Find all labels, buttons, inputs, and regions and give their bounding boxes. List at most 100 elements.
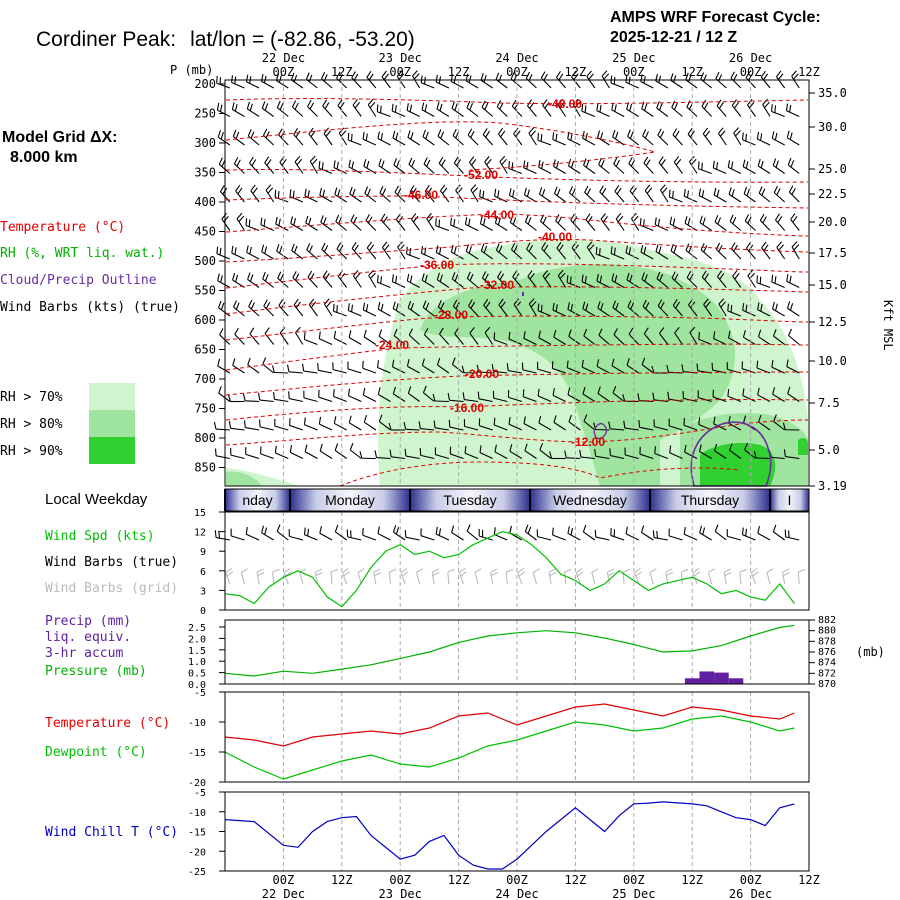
wind-barb [773,192,786,203]
wind-barb [657,128,662,136]
wind-barb-true [714,530,727,541]
wind-barb [391,274,395,282]
rh80-region-2 [579,368,623,440]
wind-barb [412,187,417,195]
wind-barb [246,245,249,253]
wind-barb [745,161,749,169]
wind-barb [435,225,450,232]
wind-barb [333,330,337,339]
wind-barb [771,274,774,283]
wind-barb [793,73,799,80]
wind-barb [242,393,246,401]
wind-barb [786,130,790,138]
wind-barb [567,138,581,146]
wind-barb-true [377,533,391,541]
wind-barb [377,308,391,317]
wind-barb [354,272,361,280]
wind-barb [363,415,368,423]
y-tick-label: 870 [818,679,836,690]
wind-panel-border [224,511,810,611]
wind-barb [455,190,464,203]
wind-barb [598,157,602,165]
wind-barb [747,216,752,224]
wind-barb [231,82,245,89]
wind-barb [234,104,238,112]
wind-barb [362,360,364,369]
wind-barb [623,420,626,429]
weekday-name: nday [242,492,272,508]
wind-barb [310,130,316,138]
wind-barb [394,185,399,193]
wind-barb [790,219,800,231]
wind-barb [720,301,726,308]
wind-barb [538,166,552,174]
wind-barb [303,417,306,425]
wind-barb [675,301,681,309]
wind-barb [352,104,362,117]
wind-barb-grid [226,571,234,577]
wind-barb [407,300,412,309]
wind-barb [506,363,509,371]
wind-barb [439,327,444,335]
wind-barb [362,387,366,396]
wind-barb [681,364,684,372]
wind-barb [529,273,535,280]
wind-barb [654,446,656,454]
wind-barb [643,156,649,164]
wind-barb [494,444,497,453]
wind-barb [508,423,523,431]
legend-rh90-label: RH > 90% [0,444,63,459]
y-tick-label: 0.0 [188,680,206,691]
contour-line [225,238,809,263]
wind-barb-true [493,527,496,535]
wind-barb-grid [782,571,790,577]
wind-panel: Wind Spd (kts) Wind Barbs (true) Wind Ba… [45,508,810,617]
wind-barb [684,216,688,224]
contour-label: -44.00 [480,208,514,222]
wind-barb [292,277,304,288]
weekday-label: Local Weekday [45,491,148,508]
wind-barb [395,275,398,284]
station-title: Cordiner Peak: [36,28,176,51]
wind-barb [655,80,669,89]
wind-barb [761,247,771,260]
wind-barb [658,103,663,111]
wind-barb [728,187,732,195]
wind-barb [645,159,651,166]
wind-barb [409,247,412,256]
wind-barb [307,106,318,117]
weekday-cell [410,489,530,511]
wind-barb [377,301,381,310]
wind-barb [759,276,762,284]
wind-barb [778,73,784,80]
wind-barb [259,446,262,454]
wind-barb [615,212,622,220]
wind-barb-grid [751,568,758,574]
wind-barb-grid [357,572,362,585]
wind-barb [264,327,270,334]
wind-barb [381,76,391,89]
wind-barb [250,302,255,310]
wind-barb [275,452,289,460]
wind-barb [627,129,631,137]
wind-barb [554,193,566,203]
wind-barb [586,188,591,196]
wind-barb [471,159,477,166]
wind-barb-grid [649,572,654,585]
wind-barb [638,420,641,428]
legend-rh70-swatch [89,383,135,410]
wind-barb [362,302,366,310]
wind-barb [713,416,716,424]
wind-barb [432,393,436,402]
wind-barb [674,273,679,281]
wind-barb-grid [766,568,774,573]
wind-barb [410,218,421,231]
wind-barb-grid [257,571,265,577]
wind-barb [304,444,308,452]
wind-barb [353,269,359,277]
wind-barb [421,82,435,89]
wind-barb [689,130,695,138]
wind-barb [685,72,689,80]
wind-barb [396,76,406,89]
wind-barb [321,242,326,250]
